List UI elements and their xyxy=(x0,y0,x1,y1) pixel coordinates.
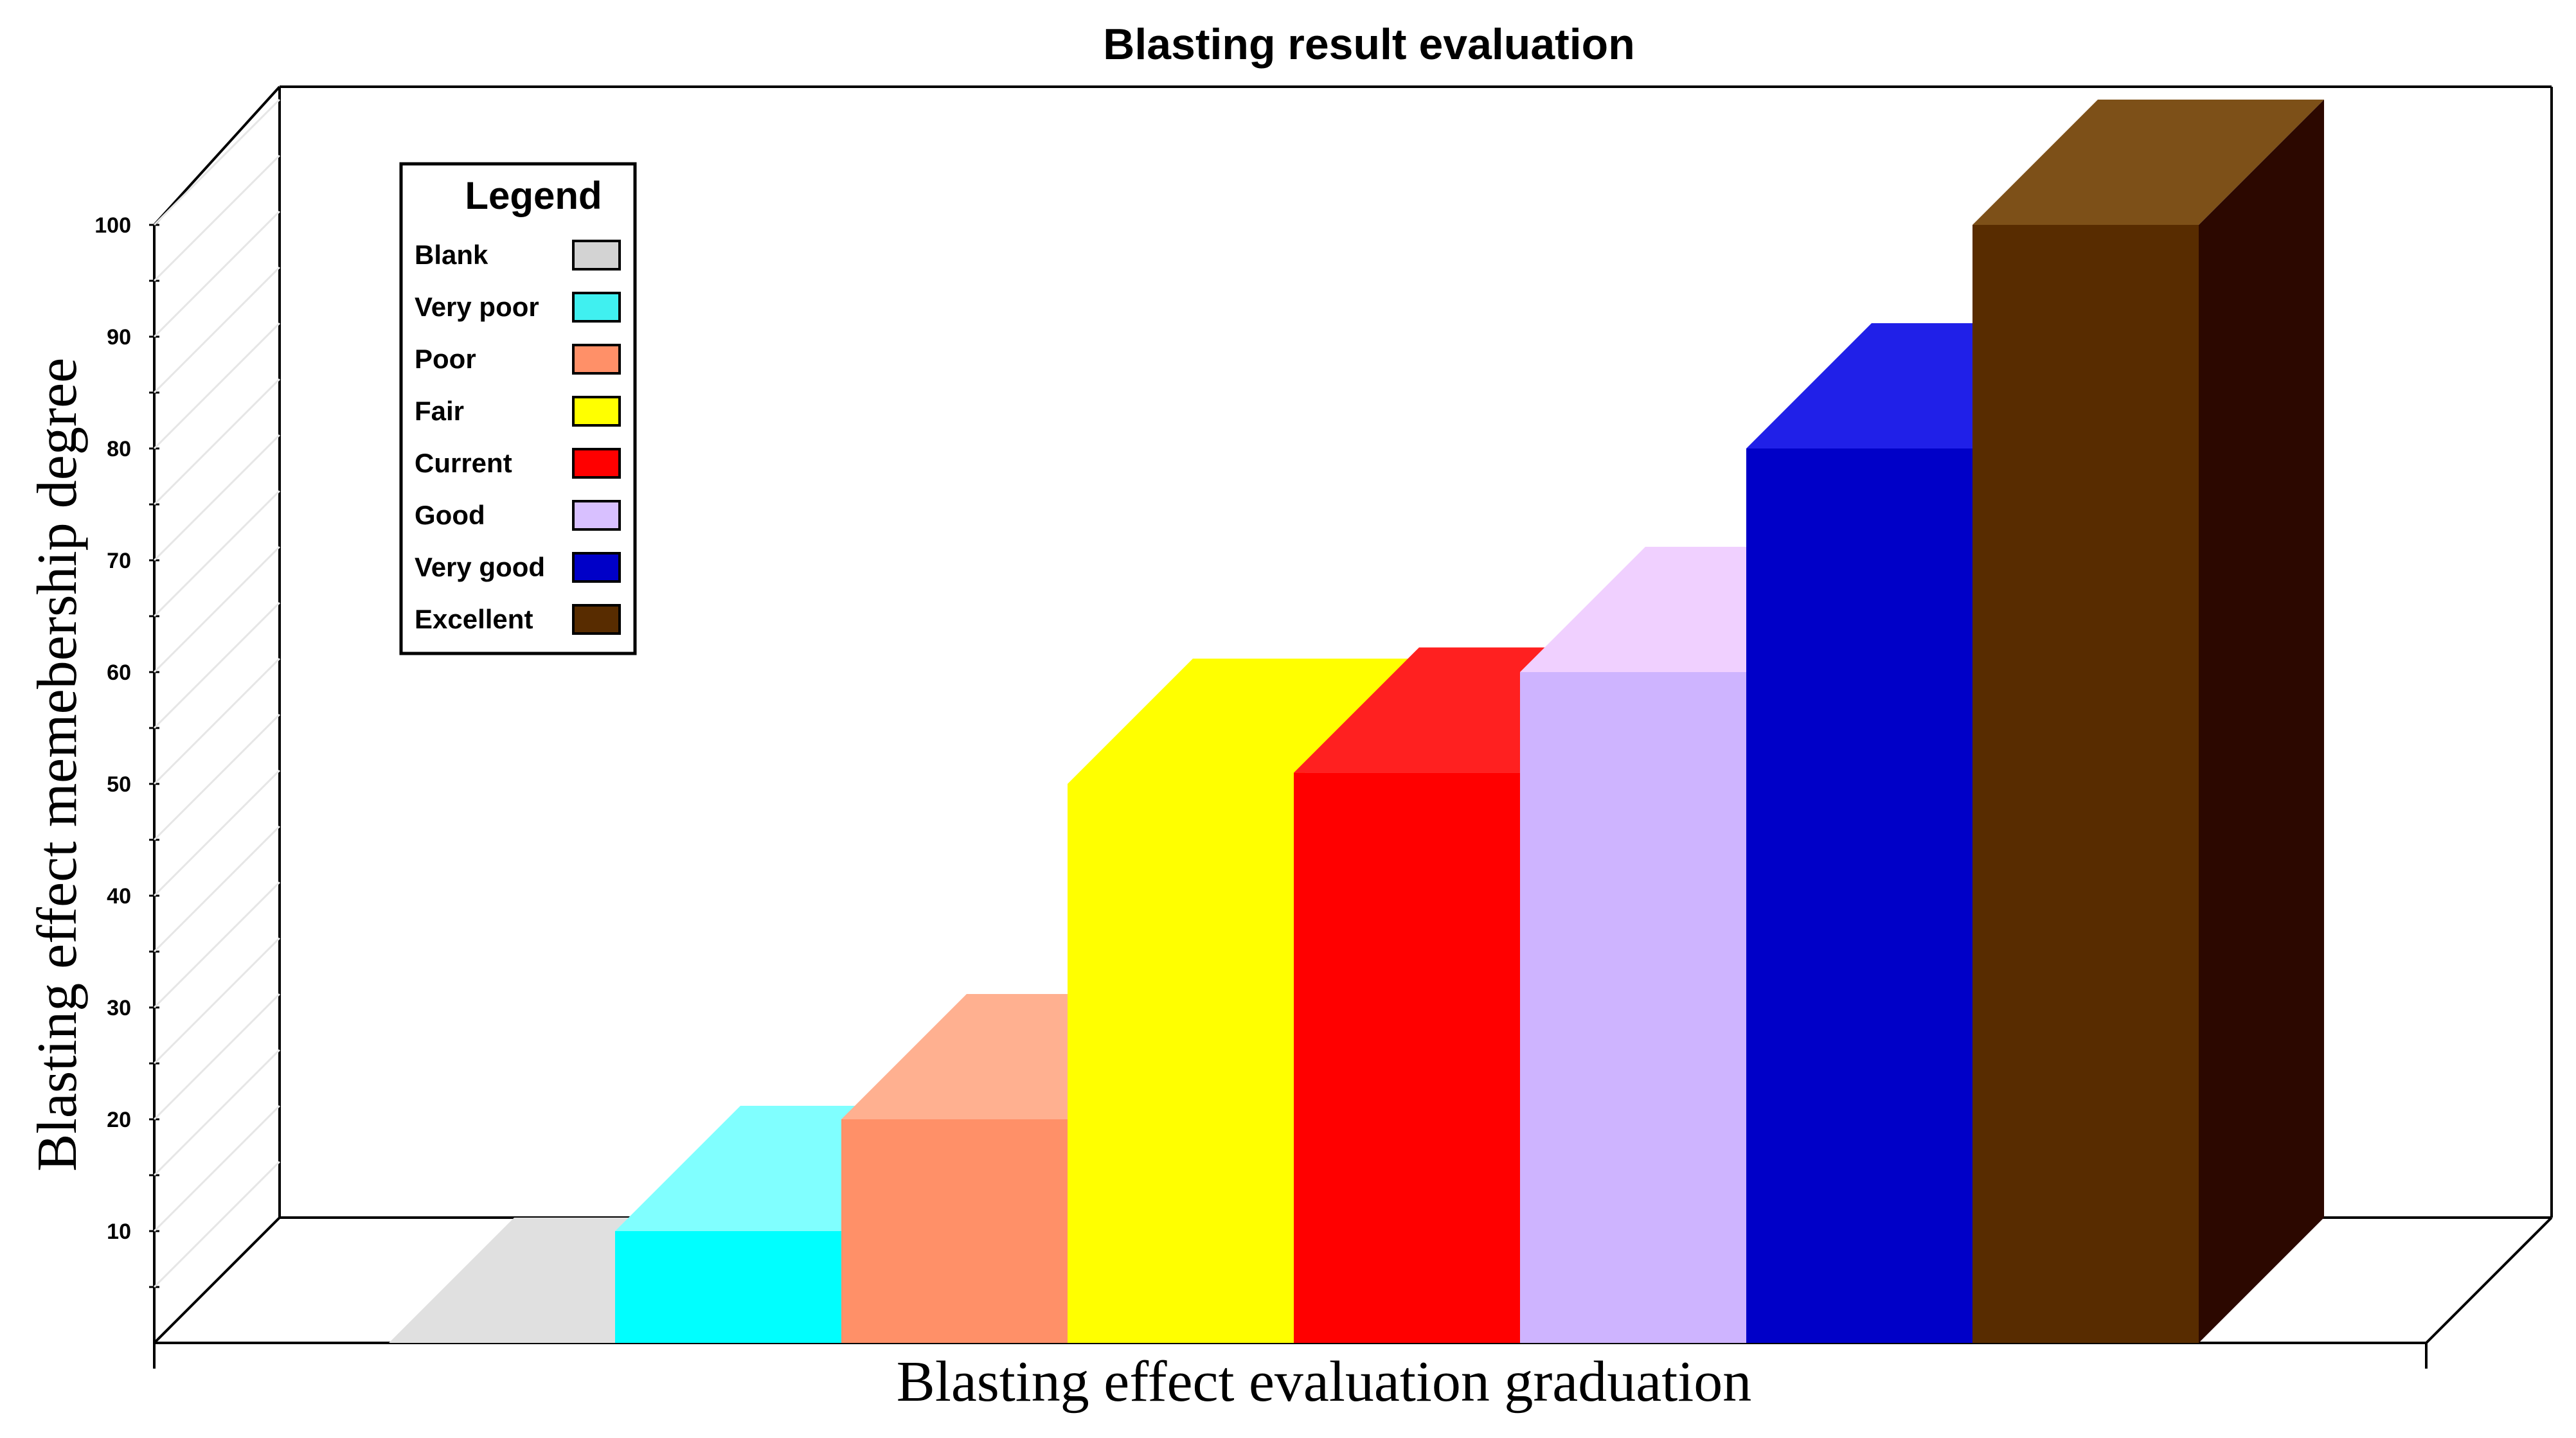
legend-swatch xyxy=(572,448,621,479)
legend-label: Very poor xyxy=(415,292,539,322)
left-floor-edge xyxy=(153,1216,281,1344)
x-axis-label: Blasting effect evaluation graduation xyxy=(897,1350,1751,1414)
y-depth-line xyxy=(153,98,281,226)
y-depth-line xyxy=(153,490,281,617)
y-depth-line xyxy=(153,546,281,673)
bar-excellent xyxy=(1972,100,2324,1343)
legend-label: Excellent xyxy=(415,604,533,634)
legend: Legend Blank Very poor Poor Fair Current Good… xyxy=(399,162,637,655)
y-depth-line xyxy=(153,434,281,562)
bar-front xyxy=(1068,784,1294,1343)
y-tick-label: 80 xyxy=(107,437,131,461)
y-depth-line xyxy=(153,378,281,506)
y-depth-line xyxy=(153,825,281,953)
y-depth-line xyxy=(153,937,281,1065)
y-depth-line xyxy=(153,993,281,1121)
legend-label: Fair xyxy=(415,396,464,426)
left-wall-top-edge xyxy=(153,85,281,226)
y-depth-line xyxy=(153,769,281,897)
bar-front xyxy=(841,1119,1068,1343)
right-floor-edge xyxy=(2425,1216,2553,1344)
legend-swatch xyxy=(572,604,621,635)
y-axis-label: Blasting effect memebership degree xyxy=(26,358,89,1172)
bar-front xyxy=(615,1231,841,1343)
y-depth-line xyxy=(153,601,281,729)
bars xyxy=(389,100,2324,1343)
y-tick-label: 10 xyxy=(107,1220,131,1244)
y-tick-label: 100 xyxy=(94,213,131,238)
legend-label: Blank xyxy=(415,240,488,270)
chart-title: Blasting result evaluation xyxy=(1103,20,1635,69)
y-depth-line xyxy=(153,210,281,338)
bar-front xyxy=(1520,672,1746,1343)
y-tick-label: 40 xyxy=(107,884,131,909)
y-depth-line xyxy=(153,1105,281,1232)
bar-top xyxy=(1068,659,1419,784)
y-tick-label: 30 xyxy=(107,996,131,1020)
y-axis: 10 20 30 40 50 60 70 80 90 100 xyxy=(94,98,281,1288)
legend-label: Current xyxy=(415,448,512,478)
bar-front xyxy=(1294,772,1520,1343)
y-tick-label: 70 xyxy=(107,549,131,573)
y-depth-line xyxy=(153,657,281,785)
y-tick-label: 20 xyxy=(107,1108,131,1132)
legend-label: Poor xyxy=(415,344,476,374)
bar-fair xyxy=(1068,659,1419,1343)
y-tick-label: 90 xyxy=(107,325,131,350)
legend-label: Very good xyxy=(415,552,545,582)
y-depth-line xyxy=(153,713,281,841)
bar-front xyxy=(1746,448,1972,1343)
legend-title: Legend xyxy=(465,174,602,217)
y-depth-line xyxy=(153,266,281,394)
legend-label: Good xyxy=(415,500,485,530)
bar-top xyxy=(1972,100,2324,225)
legend-items: Blank Very poor Poor Fair Current Good Very go… xyxy=(415,240,621,635)
legend-swatch xyxy=(572,552,621,583)
y-depth-line xyxy=(153,1049,281,1176)
bar-side xyxy=(2199,100,2324,1343)
bar-front xyxy=(1972,225,2199,1343)
legend-swatch xyxy=(572,240,621,271)
y-depth-line xyxy=(153,154,281,282)
legend-swatch xyxy=(572,396,621,427)
y-depth-line xyxy=(153,881,281,1009)
y-tick-label: 60 xyxy=(107,661,131,685)
y-tick-label: 50 xyxy=(107,772,131,797)
legend-swatch xyxy=(572,292,621,323)
y-depth-line xyxy=(153,322,281,450)
y-depth-line xyxy=(153,1160,281,1288)
legend-swatch xyxy=(572,500,621,531)
legend-swatch xyxy=(572,344,621,375)
